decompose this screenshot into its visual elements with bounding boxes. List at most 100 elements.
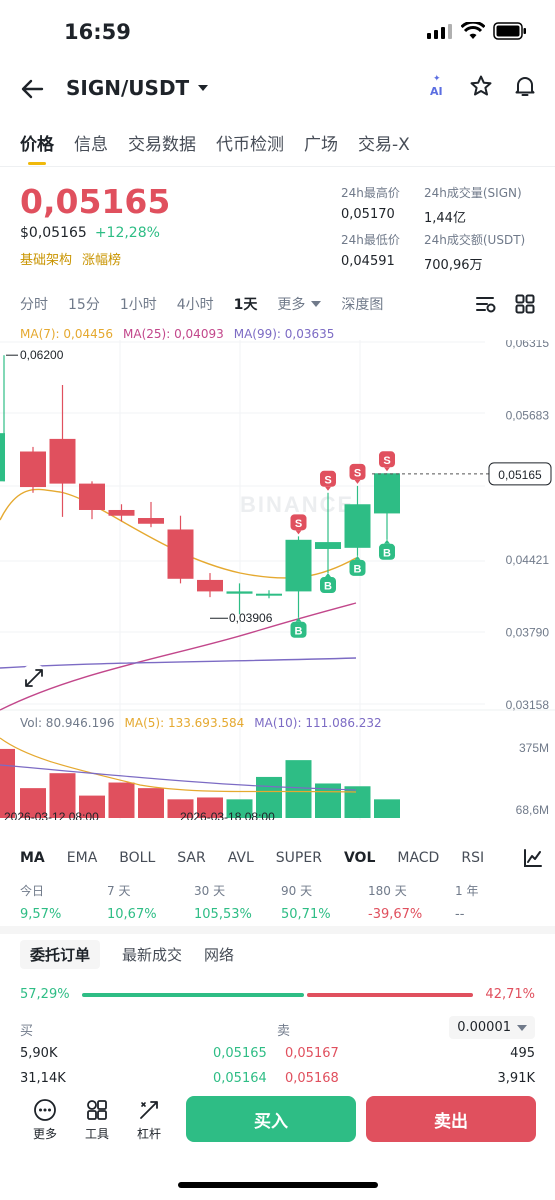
tf-more[interactable]: 更多 (277, 294, 322, 314)
candle-body (108, 509, 135, 516)
bell-icon[interactable] (513, 74, 537, 98)
tf-depth[interactable]: 深度图 (341, 297, 384, 313)
orderbook-row[interactable]: 31,14K 0,05164 0,05168 3,91K (0, 1071, 555, 1093)
perf-label: 30 天 (194, 884, 226, 898)
tab-trade-x[interactable]: 交易-X (358, 135, 410, 155)
ind-ma[interactable]: MA (20, 850, 45, 866)
volume-bar (374, 799, 400, 818)
vol-ma5-line (0, 737, 357, 793)
ask-price: 0,05168 (285, 1071, 339, 1086)
price-axis-label: 0,03158 (506, 698, 550, 712)
stat-vol-usdt: 24h成交额(USDT) 700,96万 (424, 231, 525, 273)
orderbook-row[interactable]: 5,90K 0,05165 0,05167 495 (0, 1046, 555, 1068)
indicator-settings-icon[interactable] (475, 294, 497, 314)
high-marker-label: 0,06200 (20, 348, 64, 362)
buy-marker-pointer (295, 617, 302, 622)
more-button[interactable]: 更多 (25, 1098, 65, 1142)
leverage-label: 杠杆 (136, 1127, 161, 1141)
grid-layout-icon[interactable] (515, 294, 535, 314)
tab-order-book[interactable]: 委托订单 (20, 940, 101, 969)
buy-marker-label: B (324, 581, 332, 593)
volume-axis-label: 68,6M (516, 803, 549, 817)
leverage-button[interactable]: 杠杆 (129, 1098, 169, 1142)
price-change: +12,28% (94, 225, 160, 241)
indicator-row: MA EMA BOLL SAR AVL SUPER VOL MACD RSI (20, 850, 484, 866)
wifi-icon (461, 22, 485, 39)
back-button[interactable] (20, 76, 46, 102)
volume-bars: 375M 68,6M 2026-03-12 08:00 2026-03-18 08:0… (0, 737, 549, 820)
tf-4h[interactable]: 4小时 (176, 297, 214, 313)
ind-boll[interactable]: BOLL (119, 850, 156, 866)
candle-body (49, 438, 76, 484)
stat-high: 24h最高价 0,05170 (341, 184, 400, 222)
buy-ratio-bar (82, 993, 304, 997)
perf-label: 1 年 (455, 884, 479, 898)
tag-infrastructure[interactable]: 基础架构 (20, 253, 73, 268)
ind-sar[interactable]: SAR (177, 850, 206, 866)
candle-body (374, 473, 400, 514)
timeframe-row: 分时 15分 1小时 4小时 1天 更多 深度图 (20, 294, 383, 314)
perf-today: 今日 9,57% (20, 882, 61, 922)
current-price-label: 0,05165 (498, 468, 542, 482)
candle-body (285, 539, 312, 592)
tab-price[interactable]: 价格 (20, 130, 54, 165)
ai-button[interactable]: ✦ AI (427, 74, 449, 98)
perf-label: 90 天 (281, 884, 313, 898)
chart-tools (475, 294, 535, 314)
tag-gainers[interactable]: 涨幅榜 (82, 253, 122, 268)
ma25-line (0, 602, 357, 711)
candle-body (0, 433, 5, 482)
perf-value: 105,53% (194, 907, 252, 922)
tf-1h[interactable]: 1小时 (119, 297, 157, 313)
star-icon[interactable] (469, 74, 493, 98)
sell-button[interactable]: 卖出 (366, 1096, 536, 1142)
volume-bar (138, 788, 164, 818)
sell-marker-label: S (383, 455, 390, 467)
tab-network[interactable]: 网络 (204, 946, 235, 964)
bid-price: 0,05164 (213, 1071, 267, 1086)
chart-compare-icon[interactable] (523, 848, 543, 868)
candle-body (197, 579, 223, 592)
sell-header: 卖 (277, 1024, 291, 1039)
tools-label: 工具 (84, 1127, 109, 1141)
status-time: 16:59 (64, 20, 131, 44)
candle-body (20, 451, 46, 488)
tab-trading-data[interactable]: 交易数据 (128, 135, 196, 155)
section-divider (0, 926, 555, 934)
ind-macd[interactable]: MACD (397, 850, 440, 866)
bid-price: 0,05165 (213, 1046, 267, 1061)
volume-axis-label: 375M (519, 741, 549, 755)
tab-token-check[interactable]: 代币检测 (216, 135, 284, 155)
perf-value: -- (455, 907, 465, 922)
sell-ratio-bar (307, 993, 473, 997)
buy-button[interactable]: 买入 (186, 1096, 356, 1142)
tab-square[interactable]: 广场 (304, 135, 338, 155)
ind-ema[interactable]: EMA (66, 850, 98, 866)
buy-marker (320, 577, 336, 594)
tf-1d[interactable]: 1天 (233, 297, 258, 313)
price-axis-label: 0,04421 (506, 553, 550, 567)
ind-super[interactable]: SUPER (275, 850, 322, 866)
tag-row: 基础架构 涨幅榜 (20, 249, 121, 268)
tf-time[interactable]: 分时 (20, 297, 48, 313)
sell-marker-pointer (384, 467, 390, 472)
tab-info[interactable]: 信息 (74, 135, 108, 155)
expand-chart-button[interactable] (20, 664, 48, 692)
pair-selector[interactable]: SIGN/USDT (66, 76, 209, 100)
ind-avl[interactable]: AVL (227, 850, 254, 866)
perf-30d: 30 天 105,53% (194, 882, 252, 922)
precision-selector[interactable]: 0.00001 (449, 1016, 535, 1039)
tools-button[interactable]: 工具 (77, 1098, 117, 1142)
ind-rsi[interactable]: RSI (461, 850, 485, 866)
expand-icon (25, 669, 43, 687)
stat-low: 24h最低价 0,04591 (341, 231, 400, 269)
stat-vol-sign: 24h成交量(SIGN) 1,44亿 (424, 184, 522, 226)
ind-vol[interactable]: VOL (343, 850, 376, 866)
caret-down-icon (198, 85, 209, 91)
candle-body (226, 591, 253, 594)
tf-15m[interactable]: 15分 (68, 297, 100, 313)
tab-recent-trades[interactable]: 最新成交 (122, 946, 183, 964)
ma7-label: MA(7): 0,04456 (20, 327, 114, 341)
volume-bar (49, 773, 76, 818)
